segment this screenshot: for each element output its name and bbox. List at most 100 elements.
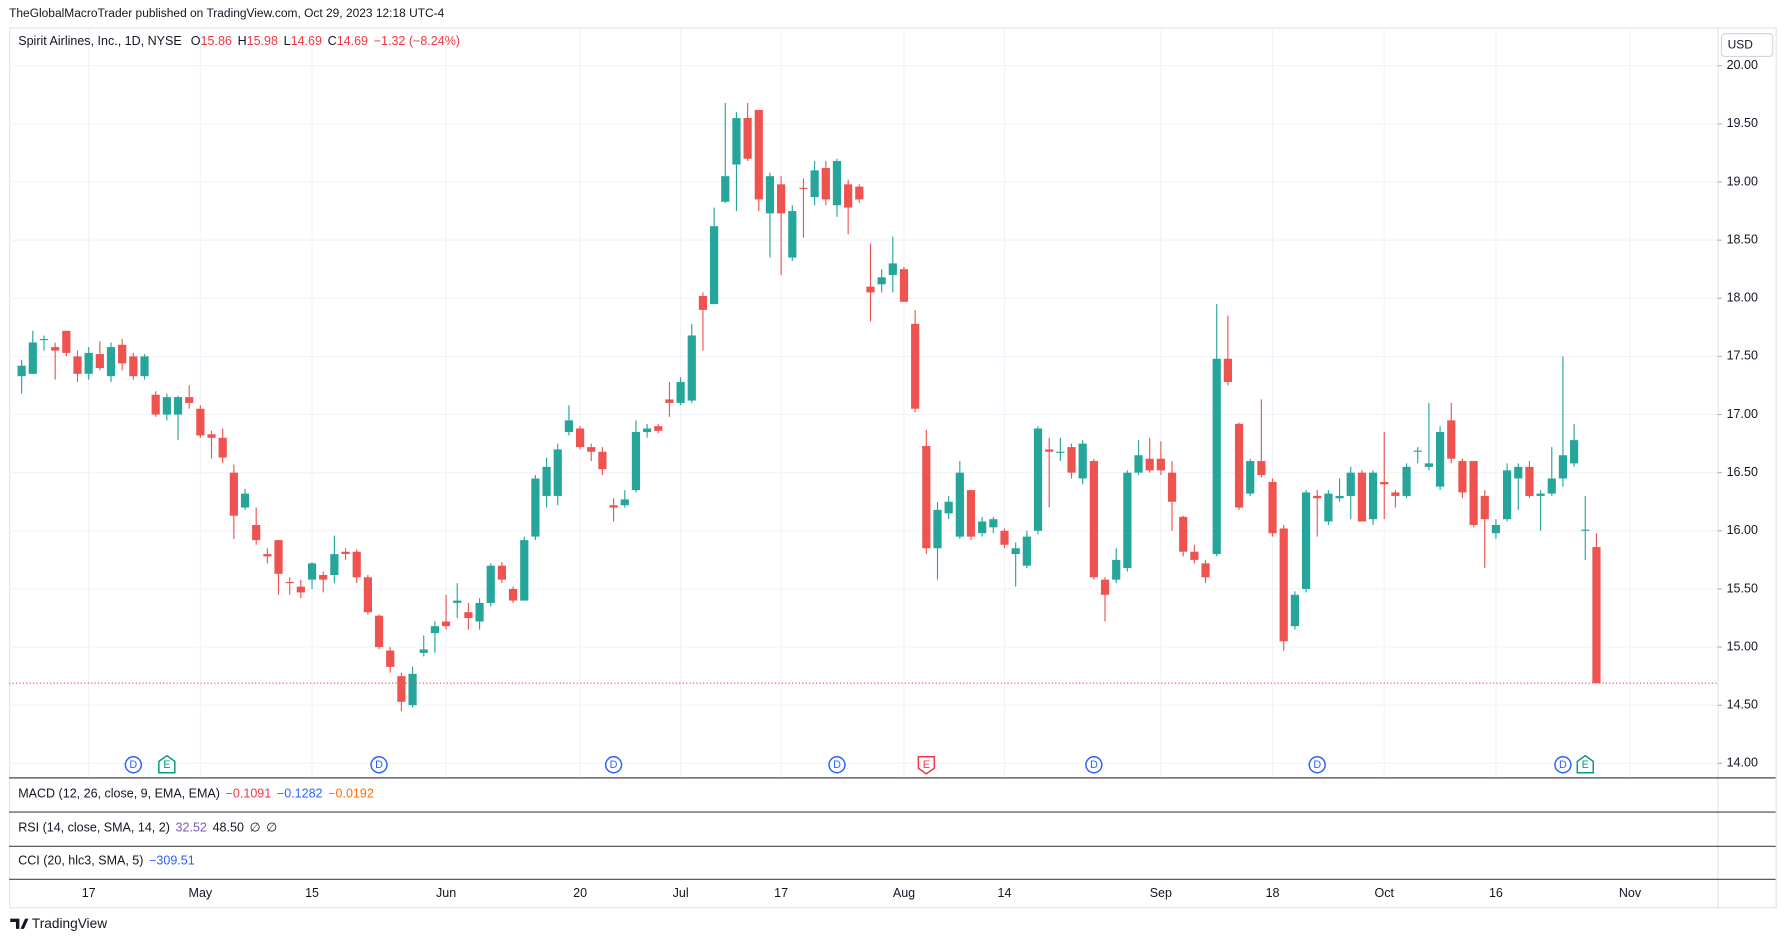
earnings-marker — [917, 756, 936, 775]
candle-body — [497, 565, 507, 580]
candle-body — [855, 186, 864, 200]
currency-button[interactable] — [1720, 33, 1774, 57]
candle-body — [620, 499, 629, 506]
candle-body — [1424, 463, 1434, 467]
candle-body — [587, 447, 596, 452]
candle-body — [464, 612, 473, 619]
candle-body — [1525, 466, 1534, 496]
x-tick-label: 15 — [305, 886, 319, 900]
event-label: D — [610, 759, 618, 771]
candle-body — [118, 344, 127, 364]
candle-body — [274, 540, 283, 574]
candle-body — [531, 478, 540, 537]
brand-name: TradingView — [32, 916, 107, 931]
candle-body — [922, 445, 931, 549]
candle-body — [1301, 492, 1311, 589]
candle-body — [1022, 536, 1031, 566]
ohlc-value: 14.69 — [291, 34, 322, 48]
candle-body — [911, 323, 920, 409]
candle-body — [1380, 481, 1389, 485]
candle-body — [1514, 466, 1523, 479]
x-tick-label: 17 — [82, 886, 96, 900]
candle-body — [39, 338, 49, 341]
candle-body — [95, 354, 104, 369]
candle-body — [229, 472, 238, 516]
x-tick-label: Jun — [436, 886, 456, 900]
candle-body — [1134, 455, 1143, 473]
candle-body — [51, 347, 60, 351]
candle-body — [955, 472, 964, 537]
candle-body — [1078, 443, 1087, 479]
candle-body — [799, 187, 808, 189]
candle-body — [1223, 358, 1232, 382]
x-tick-label: 20 — [573, 886, 587, 900]
dividend-marker — [370, 756, 388, 774]
event-label: D — [1559, 759, 1567, 771]
x-tick-label: Oct — [1374, 886, 1394, 900]
ohlc-value: 15.86 — [201, 34, 232, 48]
candle-body — [1257, 461, 1266, 476]
candle-body — [1033, 428, 1043, 531]
dividend-marker — [604, 756, 623, 774]
indicator-name: CCI (20, hlc3, SMA, 5) — [18, 854, 143, 868]
candle-body — [1089, 461, 1098, 578]
event-label: D — [375, 759, 383, 771]
event-label: D — [1090, 759, 1098, 771]
candle-body — [419, 649, 428, 653]
event-label: E — [1582, 759, 1589, 771]
candle-body — [1502, 470, 1512, 520]
candle-body — [966, 490, 976, 537]
candle-body — [196, 408, 205, 436]
x-tick-label: 17 — [774, 886, 788, 900]
dividend-marker — [1554, 756, 1572, 774]
candle-body — [732, 118, 741, 165]
candle-body — [933, 509, 942, 549]
candle-body — [1357, 472, 1367, 522]
candle-body — [978, 521, 987, 534]
change-value: −1.32 (−8.24%) — [374, 34, 460, 48]
earnings-marker — [1576, 754, 1594, 774]
candle-body — [609, 505, 618, 508]
indicator-value: ∅ — [250, 821, 261, 835]
indicator-value: 48.50 — [213, 821, 244, 835]
candle-body — [1011, 548, 1020, 555]
candle-body — [944, 501, 953, 514]
candle-body — [1480, 495, 1489, 520]
candle-body — [1279, 528, 1288, 642]
earnings-marker — [158, 754, 176, 774]
y-tick-label: 20.00 — [1727, 58, 1758, 72]
candle-body — [330, 554, 339, 575]
currency-label[interactable]: USD — [1728, 38, 1754, 52]
y-tick-label: 17.00 — [1727, 407, 1758, 421]
ohlc-value: 14.69 — [337, 34, 368, 48]
candle-body — [486, 565, 495, 603]
x-tick-label: May — [189, 886, 213, 900]
candle-body — [866, 286, 875, 293]
ohlc-label: C — [328, 34, 337, 48]
y-tick-label: 16.00 — [1727, 523, 1758, 537]
symbol-name: Spirit Airlines, Inc., 1D, NYSE — [18, 34, 181, 48]
candle-body — [1324, 493, 1333, 522]
candle-body — [386, 650, 395, 667]
symbol-legend: Spirit Airlines, Inc., 1D, NYSE O15.86 H15… — [18, 34, 460, 48]
candle-body — [84, 352, 93, 374]
candle-body — [721, 176, 730, 202]
ohlc-label: H — [238, 34, 247, 48]
candle-body — [1145, 458, 1154, 471]
event-label: D — [129, 759, 137, 771]
candle-body — [185, 397, 194, 403]
candle-body — [654, 426, 663, 431]
candle-body — [162, 397, 171, 415]
candle-body — [1335, 495, 1344, 499]
candle-body — [710, 226, 719, 305]
candle-body — [1156, 458, 1165, 471]
candle-body — [453, 600, 462, 603]
y-tick-label: 14.00 — [1727, 756, 1758, 770]
y-tick-label: 14.50 — [1727, 698, 1758, 712]
indicator-value: −309.51 — [149, 854, 195, 868]
x-tick-label: 16 — [1489, 886, 1503, 900]
y-tick-label: 15.50 — [1727, 581, 1758, 595]
candle-body — [1045, 449, 1054, 452]
candle-body — [520, 540, 529, 601]
candle-body — [1447, 420, 1456, 459]
